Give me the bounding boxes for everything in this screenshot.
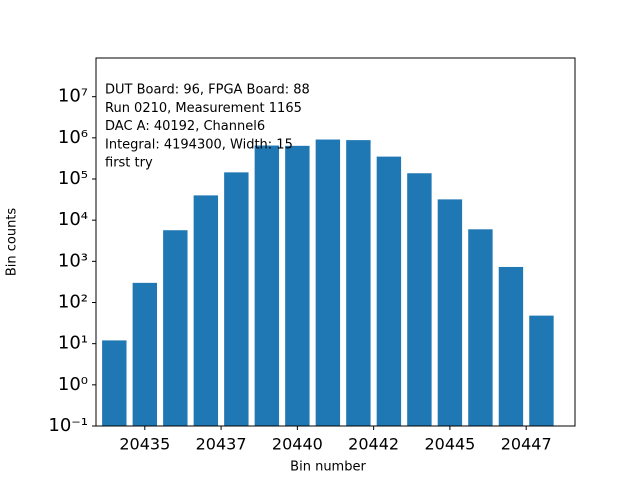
y-axis-label: Bin counts [5, 208, 20, 277]
y-tick-label: 10⁰ [58, 374, 88, 395]
y-tick-label: 10² [58, 292, 88, 313]
x-tick-label: 20442 [348, 435, 399, 454]
annotation-line: DAC A: 40192, Channel6 [105, 119, 265, 134]
bar [102, 340, 127, 426]
y-tick-label: 10¹ [58, 333, 88, 354]
x-tick-label: 20440 [272, 435, 323, 454]
plot-frame [95, 57, 576, 427]
x-tick-label: 20437 [196, 435, 247, 454]
x-tick-label: 20445 [424, 435, 475, 454]
annotation-line: Integral: 4194300, Width: 15 [105, 137, 293, 152]
bar [132, 282, 158, 426]
annotation-line: DUT Board: 96, FPGA Board: 88 [105, 83, 310, 98]
y-tick-label: 10⁵ [58, 168, 88, 189]
bar [346, 140, 371, 427]
bar [407, 173, 432, 426]
bar [498, 266, 524, 426]
y-tick-label: 10⁷ [58, 86, 88, 107]
bar [315, 139, 341, 426]
y-tick-label: 10⁶ [58, 127, 88, 148]
bar [285, 145, 310, 426]
bar [193, 195, 219, 426]
bar [254, 145, 280, 426]
y-tick-label: 10³ [58, 250, 88, 271]
bar [163, 230, 188, 426]
bar [468, 229, 493, 426]
bar [376, 156, 402, 427]
bar [224, 172, 249, 426]
x-axis-label: Bin number [290, 460, 366, 475]
annotation-line: first try [105, 156, 153, 171]
y-tick-label: 10⁴ [58, 209, 88, 230]
y-tick-label: 10⁻¹ [48, 415, 88, 436]
bar [529, 315, 554, 426]
bar [437, 199, 463, 426]
annotation-line: Run 0210, Measurement 1165 [105, 101, 302, 116]
x-tick-label: 20435 [119, 435, 170, 454]
x-tick-label: 20447 [501, 435, 552, 454]
